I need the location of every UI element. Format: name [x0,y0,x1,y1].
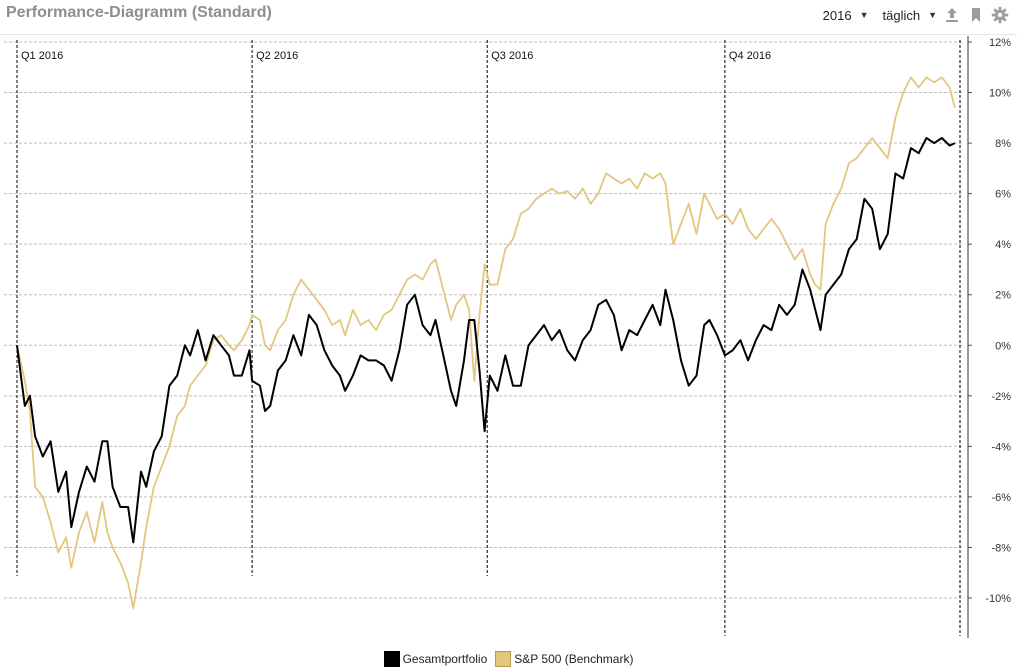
y-tick-label: 4% [995,239,1011,251]
y-tick-label: 10% [989,88,1011,100]
legend-item-benchmark[interactable]: S&P 500 (Benchmark) [495,651,633,667]
interval-select-value: täglich [882,7,921,23]
y-tick-label: -6% [991,492,1011,504]
chevron-down-icon: ▼ [859,10,869,20]
y-tick-label: 8% [995,138,1011,150]
page-title: Performance-Diagramm (Standard) [6,4,272,21]
y-tick-label: -4% [991,441,1011,453]
benchmark-series-line [16,76,956,609]
portfolio-series-line [16,137,956,544]
legend-label-benchmark: S&P 500 (Benchmark) [514,652,634,666]
y-tick-label: -10% [985,593,1011,605]
y-tick-label: 12% [989,37,1011,49]
gear-icon[interactable] [991,6,1009,24]
chart-header: Performance-Diagramm (Standard) 2016 ▼ t… [0,0,1017,34]
chart-legend: Gesamtportfolio S&P 500 (Benchmark) [0,650,1017,668]
y-tick-label: -2% [991,391,1011,403]
header-controls: 2016 ▼ täglich ▼ [823,6,1009,24]
performance-chart: 12% 10% 8% 6% 4% 2% 0% -2% -4% -6% -8% -10% Q1 2016 Q… [4,36,1011,638]
legend-label-portfolio: Gesamtportfolio [402,652,488,666]
legend-item-portfolio[interactable]: Gesamtportfolio [383,651,488,667]
legend-swatch-portfolio [383,651,400,667]
y-tick-label: 0% [995,340,1011,352]
interval-select[interactable]: täglich ▼ [883,8,938,23]
upload-icon[interactable] [943,6,961,24]
header-divider [0,34,1017,35]
y-tick-label: -8% [991,542,1011,554]
year-select[interactable]: 2016 ▼ [823,8,869,23]
y-tick-label: 6% [995,189,1011,201]
quarter-label: Q3 2016 [491,50,533,62]
quarter-label: Q2 2016 [256,50,298,62]
quarter-label: Q1 2016 [21,50,63,62]
chevron-down-icon: ▼ [928,10,937,20]
quarter-label: Q4 2016 [729,50,771,62]
y-tick-label: 2% [995,290,1011,302]
year-select-value: 2016 [822,7,852,23]
legend-swatch-benchmark [495,651,512,667]
bookmark-icon[interactable] [967,6,985,24]
